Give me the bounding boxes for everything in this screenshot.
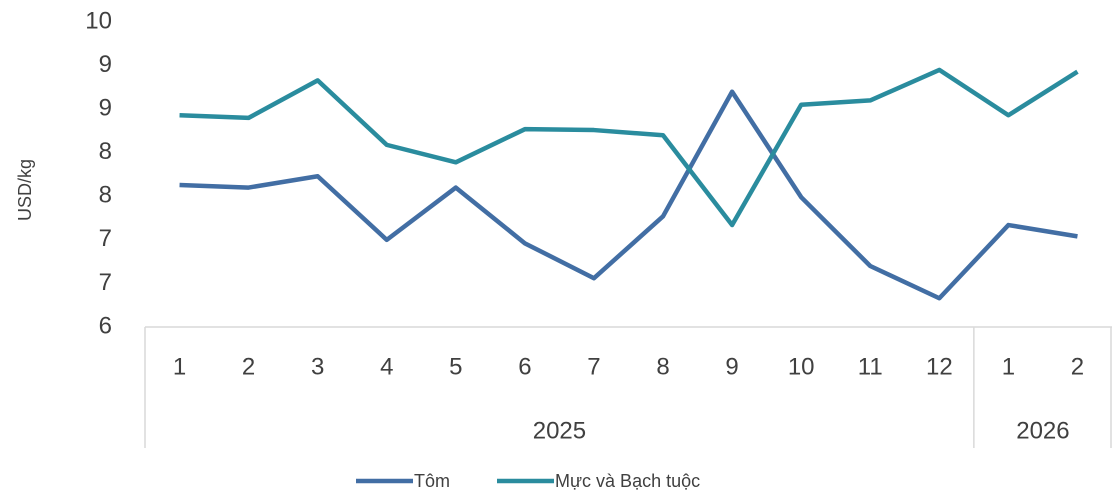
legend-label: Mực và Bạch tuộc <box>555 471 700 491</box>
y-tick-label: 9 <box>99 94 112 121</box>
x-tick-label: 6 <box>518 353 531 380</box>
x-tick-label: 1 <box>173 353 186 380</box>
x-tick-label: 8 <box>656 353 669 380</box>
x-tick-label: 11 <box>858 353 883 380</box>
x-tick-label: 7 <box>587 353 600 380</box>
x-group-label: 2025 <box>533 417 586 444</box>
x-tick-label: 3 <box>311 353 324 380</box>
x-tick-label: 5 <box>449 353 462 380</box>
x-tick-label: 10 <box>788 353 815 380</box>
x-tick-label: 12 <box>926 353 953 380</box>
y-tick-label: 9 <box>99 51 112 78</box>
y-tick-label: 7 <box>99 225 112 252</box>
series-line <box>179 67 1079 228</box>
y-tick-label: 6 <box>99 312 112 339</box>
x-tick-label: 2 <box>1071 353 1084 380</box>
x-tick-label: 1 <box>1002 353 1015 380</box>
x-group-label: 2026 <box>1016 417 1069 444</box>
x-tick-label: 9 <box>725 353 738 380</box>
legend-label: Tôm <box>414 471 450 491</box>
y-tick-label: 10 <box>85 7 112 34</box>
y-tick-label: 8 <box>99 138 112 165</box>
series-line <box>179 89 1078 301</box>
x-tick-label: 4 <box>380 353 393 380</box>
y-tick-label: 7 <box>99 269 112 296</box>
y-axis-label: USD/kg <box>15 159 35 221</box>
x-tick-label: 2 <box>242 353 255 380</box>
y-tick-label: 8 <box>99 182 112 209</box>
